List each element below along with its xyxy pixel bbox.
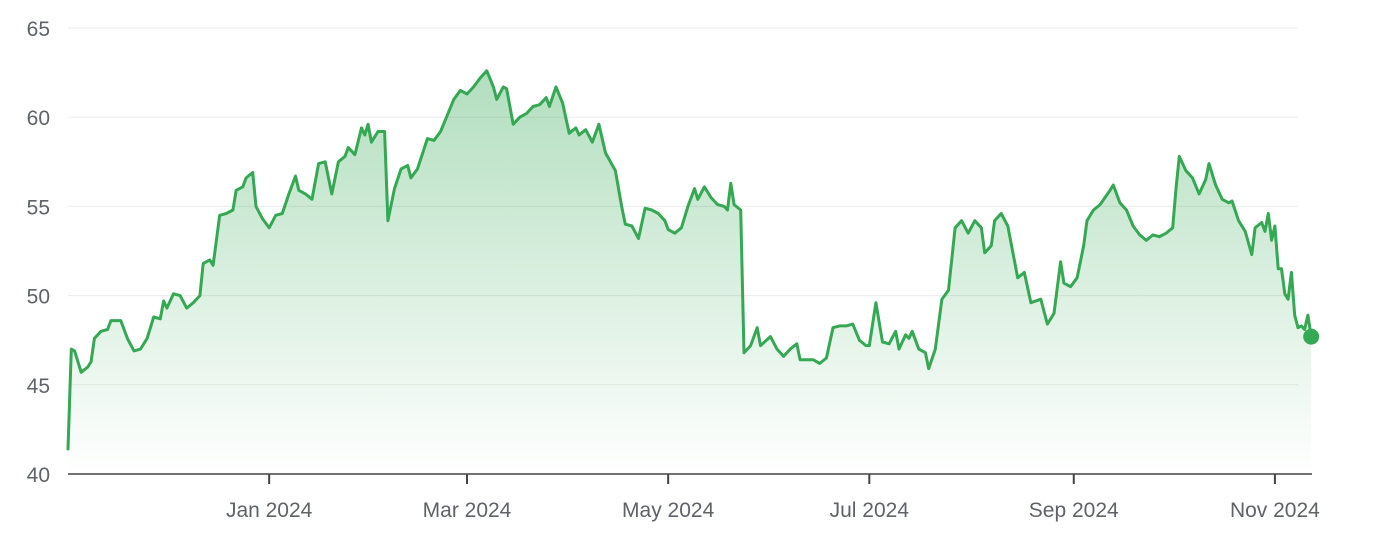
series-line	[66, 69, 1313, 451]
x-axis	[68, 473, 1312, 484]
x-tick-label: Sep 2024	[1029, 499, 1119, 522]
area-layer	[68, 70, 1312, 475]
x-axis-labels: Jan 2024 Mar 2024 May 2024 Jul 2024 Sep 2024…	[226, 499, 1320, 522]
x-tick-label: May 2024	[622, 499, 715, 522]
y-tick-label: 55	[27, 196, 50, 219]
y-tick-label: 50	[27, 286, 50, 309]
line-layer	[66, 69, 1320, 451]
x-tick-label: Nov 2024	[1230, 499, 1320, 522]
x-tick-label: Jul 2024	[830, 499, 910, 522]
y-tick-label: 60	[27, 107, 50, 130]
last-point-marker	[1303, 328, 1320, 345]
series-area	[68, 70, 1312, 475]
y-tick-label: 40	[27, 464, 50, 487]
x-tick-label: Jan 2024	[226, 499, 313, 522]
y-tick-label: 65	[27, 18, 50, 41]
y-tick-label: 45	[27, 375, 50, 398]
y-axis: 40 45 50 55 60 65	[27, 18, 50, 487]
x-tick-label: Mar 2024	[423, 499, 512, 522]
